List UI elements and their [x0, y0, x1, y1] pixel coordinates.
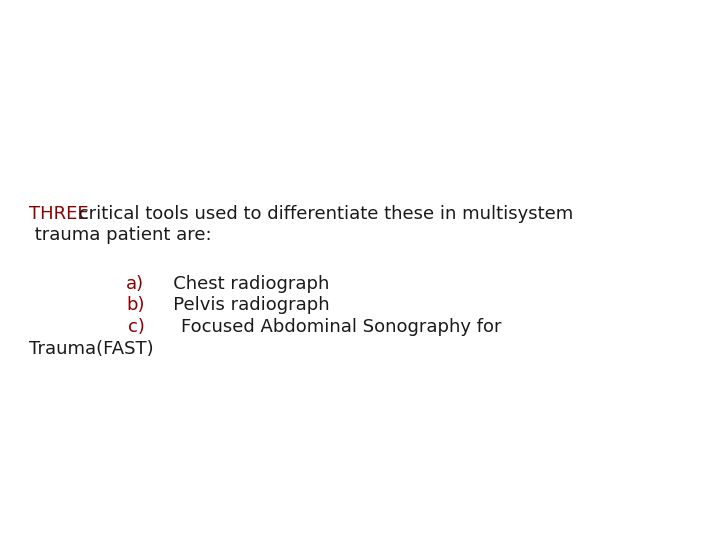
- Text: Trauma(FAST): Trauma(FAST): [29, 340, 153, 357]
- Text: Pelvis radiograph: Pelvis radiograph: [156, 296, 330, 314]
- Text: critical tools used to differentiate these in multisystem: critical tools used to differentiate the…: [73, 205, 573, 222]
- Text: a): a): [126, 275, 144, 293]
- Text: Chest radiograph: Chest radiograph: [156, 275, 330, 293]
- Text: b): b): [126, 296, 145, 314]
- Text: Focused Abdominal Sonography for: Focused Abdominal Sonography for: [158, 318, 502, 336]
- Text: c): c): [128, 318, 145, 336]
- Text: trauma patient are:: trauma patient are:: [29, 226, 212, 244]
- Text: THREE: THREE: [29, 205, 89, 222]
